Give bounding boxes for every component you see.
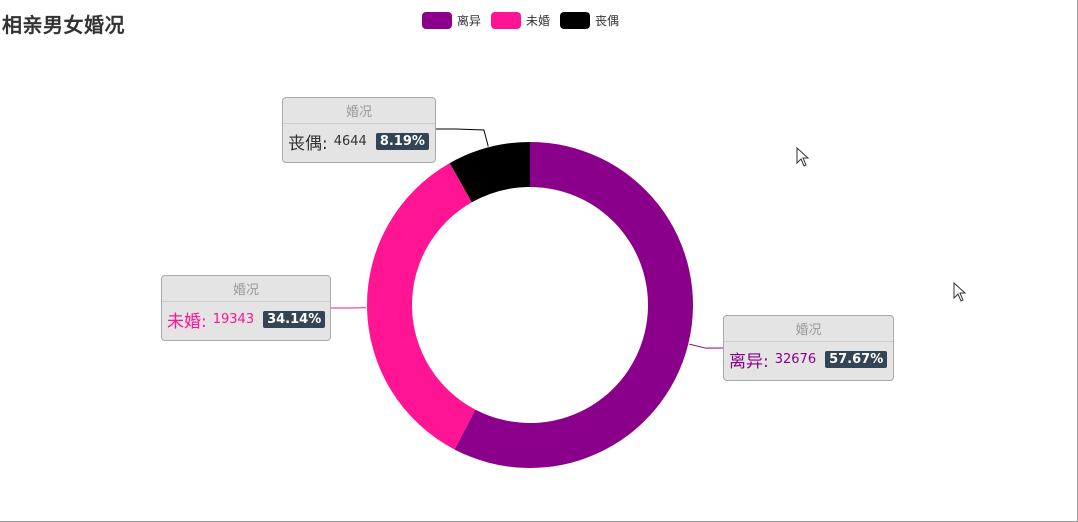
slice-unmarried[interactable] (367, 163, 476, 450)
slice-label-series-name: 婚况 (283, 98, 435, 124)
legend-label-divorced: 离异 (457, 14, 482, 28)
legend-label-unmarried: 未婚 (526, 14, 551, 28)
legend-item-divorced[interactable]: 离异 (422, 12, 481, 29)
legend-item-unmarried[interactable]: 未婚 (491, 12, 550, 29)
chart-legend: 离异 未婚 丧偶 (422, 12, 629, 29)
slice-label-name: 丧偶: (288, 134, 328, 154)
leader-line-divorced (689, 343, 724, 349)
slice-label-name: 未婚: (167, 312, 207, 332)
slice-label-percent: 34.14% (263, 311, 326, 328)
legend-swatch-widowed (560, 12, 591, 29)
slice-label-name: 离异: (729, 352, 769, 372)
legend-item-widowed[interactable]: 丧偶 (560, 12, 619, 29)
slice-label-series-name: 婚况 (162, 276, 330, 302)
slice-widowed[interactable] (449, 142, 530, 203)
mouse-cursor-icon (953, 282, 967, 302)
slice-label-widowed: 婚况丧偶: 4644 8.19% (282, 97, 436, 163)
slice-divorced[interactable] (454, 142, 694, 468)
mouse-cursor-icon (796, 147, 810, 167)
slice-label-value: 4644 (333, 134, 367, 149)
slice-label-unmarried: 婚况未婚: 19343 34.14% (161, 275, 331, 341)
slice-label-divorced: 婚况离异: 32676 57.67% (723, 315, 894, 381)
legend-label-widowed: 丧偶 (595, 14, 620, 28)
slice-label-value: 32676 (774, 352, 817, 367)
slice-label-value: 19343 (212, 312, 255, 327)
legend-swatch-divorced (422, 12, 452, 29)
slice-label-percent: 57.67% (825, 351, 888, 368)
leader-line-widowed (436, 128, 489, 147)
slice-label-series-name: 婚况 (724, 316, 893, 342)
legend-swatch-unmarried (491, 12, 522, 29)
chart-title: 相亲男女婚况 (2, 13, 125, 37)
slice-label-percent: 8.19% (375, 133, 429, 150)
